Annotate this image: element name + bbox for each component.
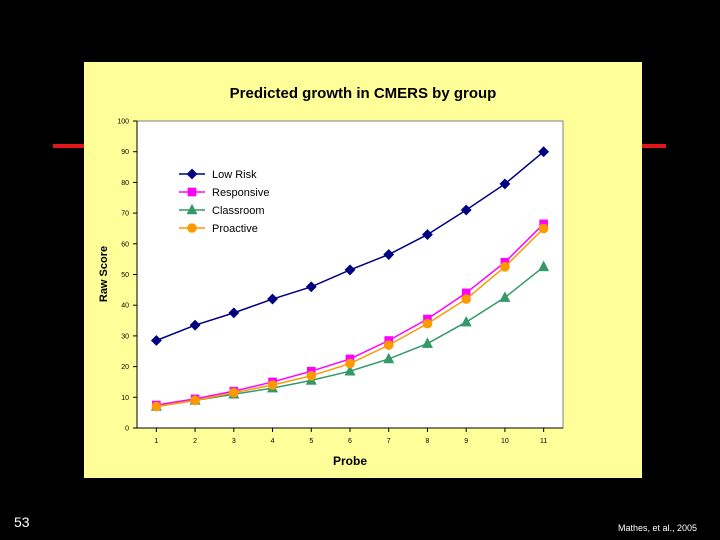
accent-line-right: [642, 144, 666, 148]
series-proactive: [151, 223, 549, 412]
data-point-classroom: [538, 260, 550, 272]
legend-entry-low-risk: Low Risk: [179, 168, 257, 181]
data-point-proactive: [500, 262, 510, 272]
y-tick-label: 70: [121, 211, 129, 218]
y-tick-label: 100: [117, 119, 129, 126]
y-tick-label: 50: [121, 272, 129, 279]
data-point-proactive: [229, 387, 239, 398]
y-tick-label: 90: [121, 149, 129, 156]
data-point-low-risk: [383, 249, 395, 260]
data-point-proactive: [190, 395, 200, 406]
x-tick-label: 11: [540, 438, 547, 445]
data-point-proactive: [461, 294, 471, 304]
data-point-low-risk: [267, 293, 278, 305]
legend-label-proactive: Proactive: [212, 223, 258, 235]
x-tick-label: 6: [348, 438, 352, 445]
x-tick-label: 5: [309, 438, 313, 445]
legend-label-classroom: Classroom: [212, 205, 265, 217]
y-tick-label: 40: [121, 303, 129, 310]
data-point-proactive: [383, 340, 394, 350]
data-point-low-risk: [499, 178, 511, 190]
x-tick-label: 4: [271, 438, 275, 445]
data-point-proactive: [345, 358, 355, 369]
y-tick-label: 60: [121, 241, 129, 248]
line-chart: Predicted growth in CMERS by group 0 10 20…: [98, 85, 564, 468]
x-tick-label: 9: [464, 438, 468, 445]
y-tick-label: 20: [121, 364, 129, 371]
legend-marker-classroom: [186, 203, 198, 215]
x-tick-label: 7: [387, 438, 391, 445]
x-tick-label: 1: [154, 438, 158, 445]
axes: 0 10 20 30 40 50 60 70 80 90 100 1 2 3 4 5 6 7 8 9 10 11: [117, 119, 563, 445]
legend-label-responsive: Responsive: [212, 187, 269, 199]
y-tick-label: 80: [121, 180, 129, 187]
data-point-classroom: [383, 352, 395, 364]
y-tick-label: 0: [125, 426, 129, 433]
legend-marker-low-risk: [186, 168, 198, 180]
data-point-low-risk: [538, 146, 550, 158]
data-point-proactive: [538, 223, 549, 234]
chart-title: Predicted growth in CMERS by group: [230, 85, 497, 102]
data-point-low-risk: [228, 307, 240, 319]
accent-line-left: [53, 144, 85, 148]
legend-label-low-risk: Low Risk: [212, 169, 257, 181]
citation: Mathes, et al., 2005: [618, 523, 698, 533]
y-axis-label: Raw Score: [98, 246, 110, 302]
x-tick-label: 10: [501, 438, 509, 445]
data-point-low-risk: [150, 335, 162, 346]
data-point-proactive: [422, 318, 433, 329]
series-layer: [150, 146, 550, 412]
x-axis-label: Probe: [333, 454, 367, 468]
slide-number: 53: [14, 514, 30, 530]
data-point-classroom: [421, 337, 433, 348]
data-point-low-risk: [189, 319, 201, 331]
chart-panel: Predicted growth in CMERS by group 0 10 20…: [84, 62, 642, 478]
data-point-low-risk: [305, 281, 317, 293]
y-tick-label: 10: [121, 395, 129, 402]
legend-entry-proactive: Proactive: [179, 223, 258, 235]
x-tick-label: 2: [193, 438, 197, 445]
series-low-risk: [150, 146, 550, 346]
legend-marker-responsive: [187, 187, 197, 197]
x-tick-label: 8: [426, 438, 430, 445]
data-point-classroom: [460, 315, 472, 327]
legend: Low Risk Responsive Classroom Proactive: [179, 168, 269, 235]
data-point-proactive: [306, 371, 317, 381]
legend-marker-proactive: [187, 223, 197, 233]
data-point-proactive: [151, 401, 162, 412]
data-point-low-risk: [460, 204, 472, 216]
data-point-low-risk: [344, 264, 356, 276]
data-point-low-risk: [422, 229, 433, 241]
legend-entry-responsive: Responsive: [179, 187, 269, 199]
data-point-classroom: [344, 365, 356, 376]
y-tick-label: 30: [121, 333, 129, 340]
data-point-classroom: [499, 291, 511, 302]
legend-entry-classroom: Classroom: [179, 203, 265, 217]
data-point-proactive: [267, 380, 278, 390]
x-tick-label: 3: [232, 438, 236, 445]
